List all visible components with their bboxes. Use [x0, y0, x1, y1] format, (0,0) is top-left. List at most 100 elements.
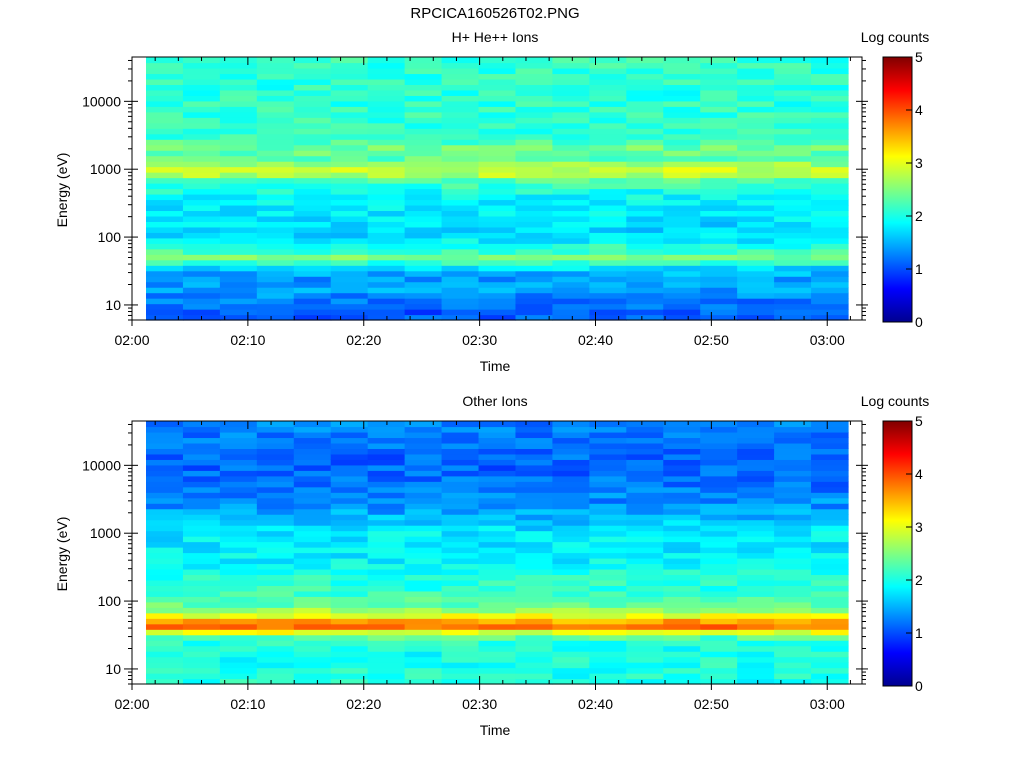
heatmap-cell	[515, 442, 554, 449]
heatmap-cell	[663, 259, 701, 266]
heatmap-cell	[293, 177, 332, 184]
heatmap-cell	[367, 612, 406, 619]
heatmap-cell	[737, 563, 775, 570]
heatmap-cell	[515, 437, 554, 444]
heatmap-cell	[146, 155, 184, 162]
heatmap-cell	[146, 199, 184, 206]
heatmap-cell	[367, 464, 406, 471]
heatmap-cell	[774, 547, 812, 554]
heatmap-cell	[367, 667, 406, 674]
panel-h-he-ions: H+ He++ Ions 02:00 02:10 02:20 02:30 02:40 02…	[54, 29, 929, 374]
heatmap-cell	[330, 453, 369, 460]
heatmap-cell	[552, 530, 590, 537]
heatmap-cell	[700, 254, 738, 261]
heatmap-cell	[293, 287, 332, 294]
heatmap-cell	[293, 314, 332, 321]
heatmap-cell	[182, 645, 221, 652]
heatmap-cell	[737, 426, 775, 433]
heatmap-cell	[626, 596, 664, 603]
y-tick-label: 10000	[82, 93, 121, 109]
heatmap-cell	[478, 481, 517, 488]
heatmap-cell	[626, 232, 664, 239]
heatmap-cell	[700, 503, 738, 510]
heatmap-cell	[182, 62, 221, 69]
heatmap-cell	[404, 623, 443, 630]
heatmap-cell	[146, 492, 184, 499]
heatmap-cell	[330, 237, 369, 244]
heatmap-cell	[182, 607, 221, 614]
heatmap-cell	[515, 67, 554, 75]
heatmap-cell	[515, 568, 554, 576]
heatmap-cell	[441, 470, 480, 477]
heatmap-cell	[663, 122, 701, 129]
heatmap-cell	[515, 73, 554, 80]
heatmap-cell	[700, 270, 738, 277]
heatmap-cell	[182, 259, 221, 266]
heatmap-cell	[774, 503, 812, 510]
heatmap-cell	[219, 232, 258, 239]
heatmap-cell	[811, 431, 849, 439]
heatmap-cell	[146, 128, 184, 135]
heatmap-cell	[256, 199, 295, 206]
heatmap-cell	[219, 623, 258, 630]
heatmap-cell	[441, 623, 480, 630]
heatmap-cell	[774, 557, 812, 565]
heatmap-cell	[700, 607, 738, 614]
heatmap-cell	[478, 62, 517, 69]
heatmap-cell	[330, 618, 369, 625]
heatmap-cell	[256, 292, 295, 299]
heatmap-cell	[146, 298, 184, 305]
heatmap-cell	[737, 303, 775, 310]
heatmap-cell	[589, 188, 627, 195]
heatmap-cell	[663, 139, 701, 146]
heatmap-cell	[293, 155, 332, 162]
heatmap-cell	[774, 139, 812, 146]
heatmap-cell	[293, 303, 332, 310]
heatmap-cell	[404, 448, 443, 455]
heatmap-cell	[367, 243, 406, 250]
heatmap-cell	[811, 84, 849, 91]
heatmap-cell	[256, 486, 295, 493]
heatmap-cell	[146, 287, 184, 294]
heatmap-cell	[441, 139, 480, 146]
heatmap-cell	[146, 585, 184, 592]
heatmap-cell	[478, 276, 517, 283]
heatmap-cell	[293, 448, 332, 455]
heatmap-cell	[626, 221, 664, 228]
heatmap-cell	[182, 623, 221, 630]
heatmap-cell	[219, 270, 258, 277]
heatmap-cell	[441, 453, 480, 460]
x-tick-label: 03:00	[810, 332, 845, 348]
heatmap-cell	[663, 662, 701, 669]
heatmap-cell	[663, 612, 701, 619]
heatmap-cell	[552, 276, 590, 283]
heatmap-cell	[811, 95, 849, 102]
heatmap-cell	[626, 265, 664, 272]
heatmap-cell	[552, 232, 590, 239]
heatmap-cell	[330, 161, 369, 168]
heatmap-cell	[182, 237, 221, 244]
heatmap-cell	[367, 89, 406, 96]
heatmap-cell	[330, 128, 369, 135]
heatmap-cell	[256, 122, 295, 129]
heatmap-cell	[552, 421, 590, 428]
heatmap-cell	[256, 210, 295, 217]
heatmap-cell	[774, 193, 812, 201]
heatmap-cell	[441, 662, 480, 669]
heatmap-cell	[478, 536, 517, 543]
heatmap-cell	[182, 128, 221, 135]
heatmap-cell	[737, 133, 775, 140]
heatmap-cell	[404, 673, 443, 680]
heatmap-cell	[219, 656, 258, 663]
heatmap-cell	[182, 100, 221, 107]
heatmap-cell	[256, 442, 295, 449]
heatmap-cell	[515, 662, 554, 669]
heatmap-cell	[330, 579, 369, 586]
heatmap-cell	[367, 183, 406, 190]
heatmap-cell	[256, 547, 295, 554]
heatmap-cell	[404, 314, 443, 321]
heatmap-cell	[146, 629, 184, 636]
heatmap-cell	[737, 662, 775, 669]
heatmap-cell	[441, 100, 480, 107]
heatmap-cell	[811, 67, 849, 75]
